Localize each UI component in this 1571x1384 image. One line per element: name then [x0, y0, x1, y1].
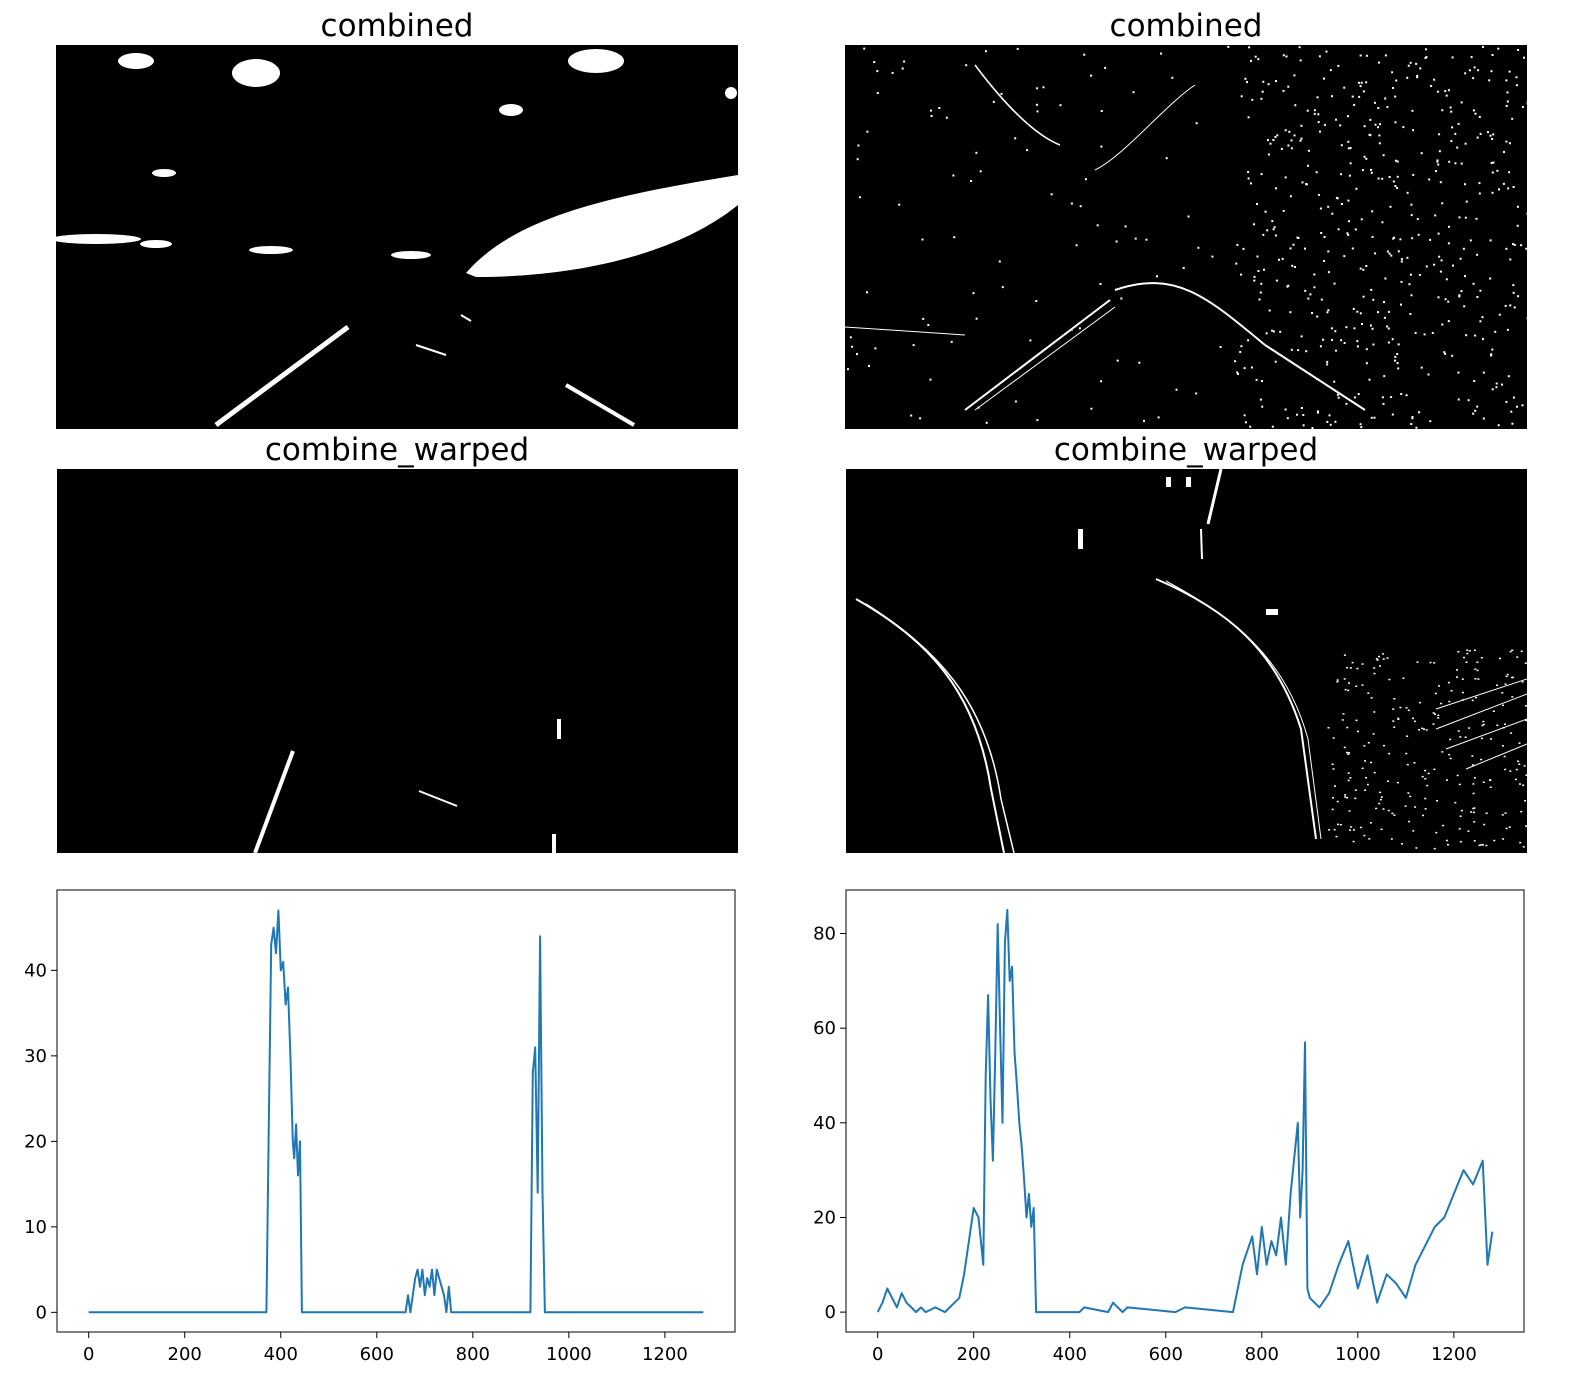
y-tick-label: 10	[24, 1217, 47, 1238]
panel-title-top-left: combined	[320, 8, 474, 44]
x-tick-label: 0	[872, 1344, 883, 1365]
image-warped-left	[57, 469, 738, 853]
panel-title-mid-right: combine_warped	[1053, 432, 1319, 468]
panel-title-top-right: combined	[1109, 8, 1263, 44]
y-tick-label: 0	[36, 1302, 47, 1323]
x-tick-label: 1200	[1431, 1344, 1477, 1365]
x-tick-label: 400	[264, 1344, 298, 1365]
x-tick-label: 200	[168, 1344, 202, 1365]
image-warped-right	[846, 469, 1527, 853]
image-combined-right	[845, 45, 1527, 429]
series-line-1-0	[876, 908, 1494, 1314]
x-tick-label: 600	[1149, 1344, 1183, 1365]
x-tick-label: 1200	[642, 1344, 688, 1365]
y-tick-label: 20	[24, 1131, 47, 1152]
y-tick-label: 0	[825, 1302, 836, 1323]
x-tick-label: 800	[456, 1344, 490, 1365]
y-tick-label: 40	[24, 960, 47, 981]
image-combined-left	[56, 45, 738, 429]
x-tick-label: 200	[957, 1344, 991, 1365]
x-tick-label: 0	[83, 1344, 94, 1365]
plot-frame-1	[845, 889, 1525, 1333]
y-tick-label: 60	[813, 1018, 836, 1039]
y-tick-label: 30	[24, 1046, 47, 1067]
x-tick-label: 600	[360, 1344, 394, 1365]
y-tick-label: 40	[813, 1113, 836, 1134]
x-tick-label: 800	[1245, 1344, 1279, 1365]
y-tick-label: 80	[813, 924, 836, 945]
x-tick-label: 400	[1053, 1344, 1087, 1365]
x-tick-label: 1000	[1335, 1344, 1381, 1365]
panel-title-mid-left: combine_warped	[264, 432, 530, 468]
y-tick-label: 20	[813, 1207, 836, 1228]
x-tick-label: 1000	[546, 1344, 592, 1365]
series-line-0-0	[88, 909, 704, 1314]
plot-frame-0	[56, 889, 736, 1333]
